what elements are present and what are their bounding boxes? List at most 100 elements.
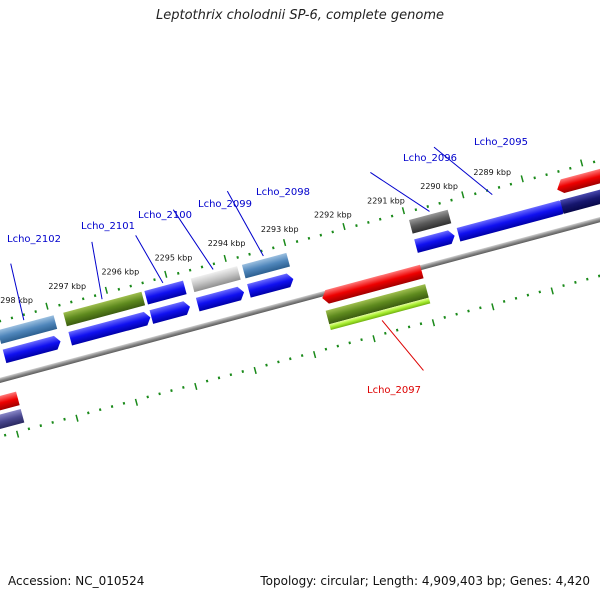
scale-tick-minor: [272, 246, 275, 250]
scale-tick-minor: [467, 309, 470, 313]
gene-bar-lcho-2096[interactable]: [409, 209, 452, 234]
gene-bar-left-edge-red[interactable]: [0, 391, 20, 417]
scale-tick-minor: [182, 385, 185, 389]
scale-tick-minor: [141, 281, 144, 285]
gene-arrow-lcho-2096-cds[interactable]: [414, 229, 456, 253]
scale-tick-minor: [497, 185, 501, 189]
scale-tick-minor: [93, 294, 97, 298]
scale-tick-minor: [395, 328, 399, 332]
scale-tick-minor: [443, 315, 447, 319]
scale-tick-minor: [265, 363, 268, 367]
scale-tick-minor: [586, 277, 589, 281]
scale-tick-major: [223, 254, 227, 263]
gene-bar-left-edge-purple[interactable]: [0, 409, 25, 434]
scale-tick-minor: [526, 293, 530, 297]
callout-line-lcho-2097: [381, 320, 424, 371]
scale-tick-major: [550, 287, 554, 295]
scale-label: 2290 kbp: [420, 182, 458, 191]
scale-tick-minor: [419, 322, 423, 326]
scale-label: 2295 kbp: [155, 253, 193, 262]
gene-arrow-lcho-2102-cds[interactable]: [2, 335, 63, 364]
scale-tick-minor: [562, 284, 565, 288]
scale-tick-minor: [569, 166, 572, 170]
gene-arrow-lcho-2099-cds[interactable]: [195, 285, 246, 312]
scale-tick-minor: [319, 233, 323, 237]
scale-tick-minor: [170, 389, 173, 393]
scale-tick-minor: [384, 331, 387, 335]
scale-tick-major: [45, 302, 49, 310]
callout-line-lcho-2101: [91, 241, 103, 300]
scale-label: 2289 kbp: [473, 168, 511, 177]
scale-tick-minor: [10, 316, 14, 320]
scale-tick-minor: [473, 192, 477, 196]
scale-tick-major: [194, 382, 198, 390]
scale-tick-minor: [533, 176, 536, 180]
gene-arrow-right-edge[interactable]: [555, 164, 600, 195]
gene-bar-lcho-2099[interactable]: [190, 266, 241, 293]
scale-tick-minor: [110, 405, 114, 408]
scale-tick-minor: [331, 230, 334, 234]
gene-arrow-lcho-2095-cds[interactable]: [456, 199, 568, 242]
scale-label: 2291 kbp: [367, 196, 405, 205]
scale-tick-minor: [288, 357, 292, 361]
scale-tick-minor: [538, 290, 542, 294]
scale-tick-minor: [300, 354, 304, 358]
scale-tick-major: [253, 366, 257, 375]
gene-bar-lcho-2097-olive[interactable]: [325, 284, 429, 325]
scale-tick-major: [342, 223, 346, 231]
scale-tick-minor: [355, 224, 358, 228]
map-title: Leptothrix cholodnii SP-6, complete geno…: [156, 8, 444, 23]
scale-tick-minor: [378, 217, 382, 221]
gene-bar-lcho-2100[interactable]: [144, 280, 187, 305]
scale-tick-minor: [27, 427, 31, 431]
gene-label-lcho-2096[interactable]: Lcho_2096: [403, 153, 457, 164]
scale-tick-major: [282, 238, 287, 247]
gene-label-lcho-2101[interactable]: Lcho_2101: [81, 221, 135, 232]
scale-labels: 2298 kbp 2297 kbp 2296 kbp 2295 kbp 2294 kbp…: [0, 168, 511, 305]
gene-label-lcho-2102[interactable]: Lcho_2102: [7, 234, 61, 245]
scale-label: 2292 kbp: [314, 211, 352, 220]
gene-bar-lcho-2097-cds[interactable]: [329, 297, 431, 331]
scale-tick-minor: [81, 297, 85, 301]
callout-line-lcho-2096: [370, 172, 430, 212]
scale-tick-minor: [217, 376, 221, 380]
gene-label-lcho-2098[interactable]: Lcho_2098: [256, 187, 310, 198]
gene-bar-lcho-2098[interactable]: [241, 252, 290, 279]
scale-tick-major: [312, 350, 317, 359]
scale-tick-minor: [188, 268, 192, 272]
scale-tick-minor: [592, 160, 596, 164]
gene-arrow-lcho-2098-cds[interactable]: [247, 272, 295, 298]
genome-backbone: [0, 188, 600, 412]
scale-tick-minor: [34, 310, 37, 314]
scale-tick-minor: [390, 214, 394, 218]
scale-tick-major: [520, 175, 524, 183]
callout-line-lcho-2099: [172, 209, 214, 270]
scale-tick-minor: [158, 392, 161, 396]
scale-ticks-reverse: [3, 274, 600, 438]
scale-tick-minor: [236, 255, 239, 259]
scale-tick-minor: [176, 271, 180, 275]
scale-tick-minor: [348, 341, 351, 345]
gene-arrow-lcho-2101-cds[interactable]: [68, 311, 152, 346]
gene-label-lcho-2099[interactable]: Lcho_2099: [198, 199, 252, 210]
scale-tick-major: [431, 319, 436, 327]
gene-label-lcho-2100[interactable]: Lcho_2100: [138, 210, 192, 221]
scale-tick-minor: [146, 395, 149, 399]
gene-label-lcho-2097[interactable]: Lcho_2097: [367, 385, 421, 396]
scale-tick-minor: [248, 252, 251, 256]
gene-arrow-lcho-2097[interactable]: [320, 264, 424, 305]
scale-tick-minor: [200, 265, 204, 269]
gene-arrow-lcho-2100-cds[interactable]: [149, 300, 192, 324]
scale-tick-minor: [241, 370, 245, 373]
scale-tick-minor: [277, 360, 280, 364]
scale-tick-major: [372, 335, 376, 343]
gene-bar-lcho-2102[interactable]: [0, 315, 58, 344]
scale-label: 2298 kbp: [0, 296, 33, 305]
scale-tick-minor: [229, 373, 233, 377]
gene-bar-right-edge[interactable]: [560, 183, 600, 214]
gene-label-lcho-2095[interactable]: Lcho_2095: [474, 137, 528, 148]
gene-features: [0, 164, 600, 434]
gene-bar-lcho-2101[interactable]: [63, 291, 146, 327]
gene-callouts: [10, 146, 493, 371]
